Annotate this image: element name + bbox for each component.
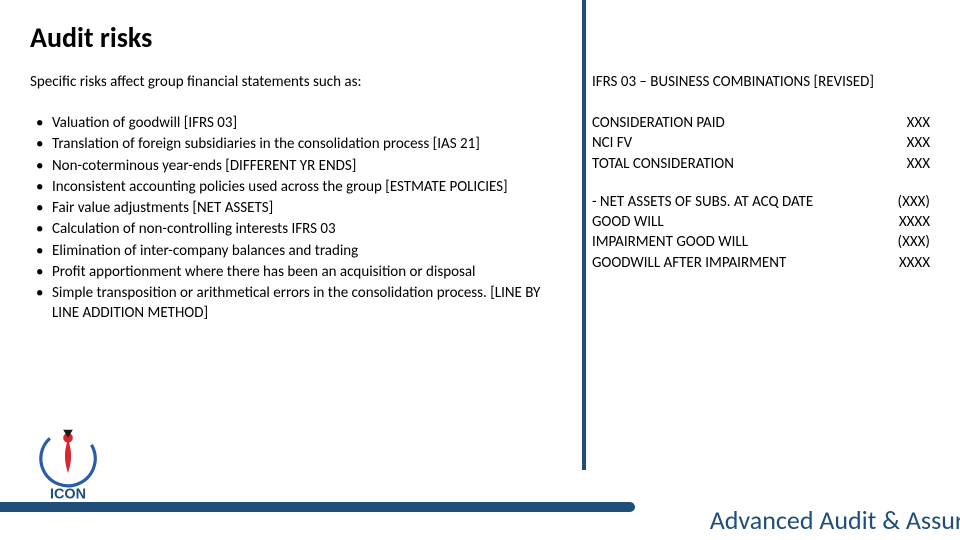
row-value: XXXX <box>899 253 930 273</box>
row-label: IMPAIRMENT GOOD WILL <box>592 232 748 252</box>
row-value: (XXX) <box>898 232 930 252</box>
table-row: GOODWILL AFTER IMPAIRMENT XXXX <box>592 253 930 273</box>
right-heading: IFRS 03 – BUSINESS COMBINATIONS [REVISED… <box>592 73 930 91</box>
footer-title: Advanced Audit & Assur <box>710 504 960 536</box>
row-label: GOODWILL AFTER IMPAIRMENT <box>592 253 786 273</box>
table-row: TOTAL CONSIDERATION XXX <box>592 154 930 174</box>
row-label: GOOD WILL <box>592 212 664 232</box>
row-value: (XXX) <box>898 192 930 212</box>
row-value: XXXX <box>899 212 930 232</box>
risk-list: Valuation of goodwill [IFRS 03] Translat… <box>30 113 567 324</box>
list-item: Elimination of inter-company balances an… <box>30 241 567 261</box>
row-label: TOTAL CONSIDERATION <box>592 154 734 174</box>
table-gap <box>592 174 930 192</box>
row-label: NCI FV <box>592 133 632 153</box>
slide: Audit risks Specific risks affect group … <box>0 0 960 540</box>
slide-title: Audit risks <box>30 20 930 55</box>
logo-icon: ICON <box>28 425 108 505</box>
table-row: IMPAIRMENT GOOD WILL (XXX) <box>592 232 930 252</box>
list-item: Inconsistent accounting policies used ac… <box>30 177 567 197</box>
row-label: CONSIDERATION PAID <box>592 113 725 133</box>
logo-text: ICON <box>50 487 86 503</box>
content-area: Specific risks affect group financial st… <box>30 73 930 325</box>
vertical-divider <box>582 0 586 470</box>
row-value: XXX <box>907 154 930 174</box>
table-row: - NET ASSETS OF SUBS. AT ACQ DATE (XXX) <box>592 192 930 212</box>
list-item: Fair value adjustments [NET ASSETS] <box>30 198 567 218</box>
consideration-table: CONSIDERATION PAID XXX NCI FV XXX TOTAL … <box>592 113 930 273</box>
right-column: IFRS 03 – BUSINESS COMBINATIONS [REVISED… <box>582 73 930 325</box>
icon-logo: ICON <box>28 425 108 505</box>
row-value: XXX <box>907 133 930 153</box>
row-label: - NET ASSETS OF SUBS. AT ACQ DATE <box>592 192 813 212</box>
row-value: XXX <box>907 113 930 133</box>
list-item: Profit apportionment where there has bee… <box>30 262 567 282</box>
table-row: NCI FV XXX <box>592 133 930 153</box>
table-row: GOOD WILL XXXX <box>592 212 930 232</box>
intro-text: Specific risks affect group financial st… <box>30 73 567 91</box>
left-column: Specific risks affect group financial st… <box>30 73 582 325</box>
list-item: Valuation of goodwill [IFRS 03] <box>30 113 567 133</box>
table-row: CONSIDERATION PAID XXX <box>592 113 930 133</box>
list-item: Calculation of non-controlling interests… <box>30 219 567 239</box>
list-item: Non-coterminous year-ends [DIFFERENT YR … <box>30 156 567 176</box>
list-item: Translation of foreign subsidiaries in t… <box>30 134 567 154</box>
list-item: Simple transposition or arithmetical err… <box>30 283 567 324</box>
